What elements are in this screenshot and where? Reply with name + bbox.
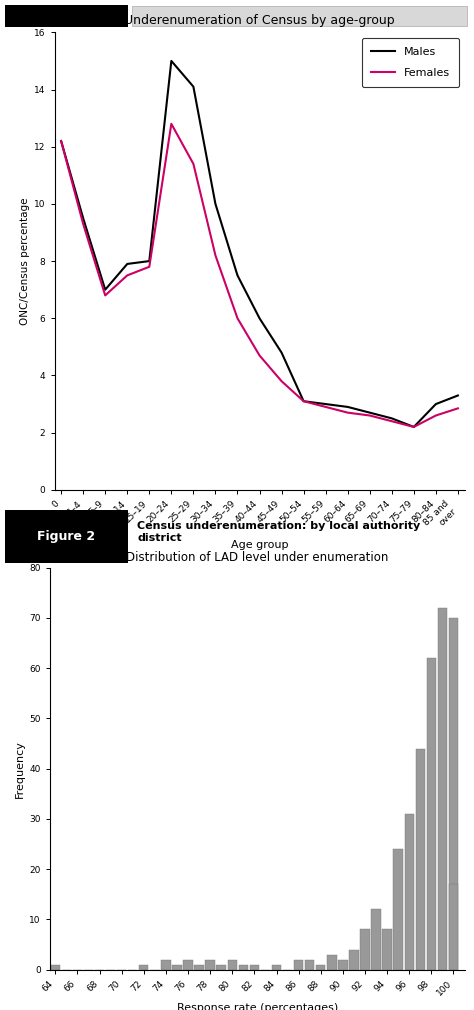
- Legend: Males, Females: Males, Females: [362, 38, 459, 87]
- Bar: [51, 965, 60, 970]
- Bar: [183, 960, 193, 970]
- Bar: [272, 965, 281, 970]
- Bar: [161, 960, 171, 970]
- Bar: [371, 909, 381, 970]
- Bar: [205, 960, 215, 970]
- Bar: [228, 960, 237, 970]
- Bar: [393, 849, 403, 970]
- X-axis label: Age group: Age group: [231, 540, 288, 550]
- Bar: [349, 949, 359, 970]
- Title: Distribution of LAD level under enumeration: Distribution of LAD level under enumerat…: [126, 550, 388, 564]
- Y-axis label: Frequency: Frequency: [15, 739, 25, 798]
- FancyBboxPatch shape: [5, 510, 128, 563]
- Bar: [172, 965, 182, 970]
- FancyBboxPatch shape: [132, 6, 467, 26]
- Text: Census underenumeration: by local authority
district: Census underenumeration: by local author…: [137, 521, 420, 543]
- Y-axis label: ONC/Census percentage: ONC/Census percentage: [20, 197, 30, 325]
- Bar: [427, 659, 436, 970]
- Bar: [404, 814, 414, 970]
- Bar: [449, 884, 458, 970]
- X-axis label: Response rate (percentages): Response rate (percentages): [176, 1003, 338, 1010]
- Bar: [338, 960, 347, 970]
- Bar: [416, 748, 425, 970]
- Title: Underenumeration of Census by age-group: Underenumeration of Census by age-group: [124, 14, 395, 27]
- Bar: [194, 965, 204, 970]
- Bar: [438, 608, 447, 970]
- Bar: [383, 929, 392, 970]
- Bar: [294, 960, 303, 970]
- Bar: [449, 618, 458, 970]
- Bar: [238, 965, 248, 970]
- Bar: [360, 929, 370, 970]
- Bar: [139, 965, 148, 970]
- Text: Figure 2: Figure 2: [37, 530, 96, 542]
- Bar: [327, 954, 337, 970]
- Bar: [305, 960, 314, 970]
- Bar: [217, 965, 226, 970]
- FancyBboxPatch shape: [5, 5, 128, 27]
- Bar: [250, 965, 259, 970]
- Bar: [316, 965, 326, 970]
